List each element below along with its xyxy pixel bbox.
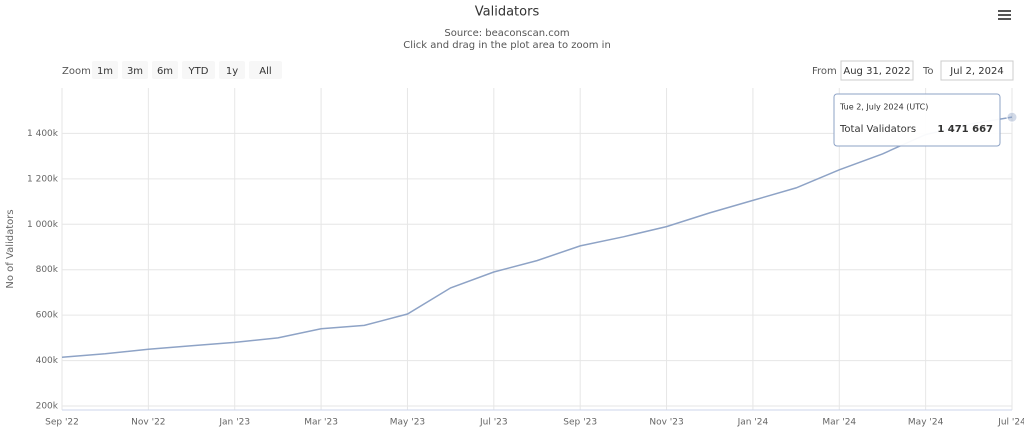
x-tick-label: Jan '23 — [218, 418, 250, 428]
zoom-button-label: 3m — [127, 66, 143, 77]
zoom-button-label: 1m — [97, 66, 113, 77]
zoom-button-label: 1y — [226, 66, 238, 77]
x-tick-label: Mar '23 — [304, 418, 338, 428]
from-label: From — [812, 66, 837, 77]
y-tick-label: 1 400k — [27, 129, 59, 139]
y-tick-label: 200k — [36, 402, 59, 412]
y-tick-label: 1 200k — [27, 174, 59, 184]
y-tick-label: 600k — [36, 311, 59, 321]
x-tick-label: Sep '22 — [45, 418, 79, 428]
zoom-button[interactable] — [182, 61, 215, 79]
zoom-button-label: YTD — [188, 66, 209, 77]
y-tick-label: 400k — [36, 356, 59, 366]
x-tick-label: Nov '22 — [131, 418, 165, 428]
tooltip-value: 1 471 667 — [937, 124, 993, 135]
tooltip-series: Total Validators — [839, 124, 916, 135]
zoom-button[interactable] — [122, 61, 148, 79]
x-tick-label: May '24 — [908, 418, 944, 428]
tooltip-box — [833, 93, 1001, 147]
zoom-button-label: All — [259, 66, 271, 77]
menu-button[interactable] — [998, 10, 1011, 20]
zoom-button[interactable] — [219, 61, 245, 79]
from-value: Aug 31, 2022 — [843, 66, 910, 77]
x-tick-label: Jul '23 — [479, 418, 508, 428]
hover-marker — [1006, 111, 1018, 123]
tooltip: Tue 2, July 2024 (UTC) Total Validators 1 … — [833, 93, 1001, 147]
y-tick-label: 800k — [36, 265, 59, 275]
subtitle: Source: beaconscan.com — [444, 28, 569, 39]
from-input[interactable] — [840, 60, 914, 81]
zoom-label: Zoom — [62, 66, 91, 77]
to-label: To — [922, 66, 934, 77]
zoom-button[interactable] — [92, 61, 118, 79]
zoom-button[interactable] — [152, 61, 178, 79]
y-axis-title: No of Validators — [5, 209, 16, 288]
zoom-button[interactable] — [249, 61, 282, 79]
x-tick-label: May '23 — [390, 418, 425, 428]
x-tick-label: Sep '23 — [563, 418, 597, 428]
to-value: Jul 2, 2024 — [949, 66, 1003, 77]
subtitle: Click and drag in the plot area to zoom … — [403, 40, 611, 51]
chart-title: Validators — [475, 5, 540, 20]
x-tick-label: Jan '24 — [737, 418, 769, 428]
zoom-button-label: 6m — [157, 66, 173, 77]
to-input[interactable] — [940, 60, 1014, 81]
x-tick-label: Mar '24 — [822, 418, 856, 428]
x-tick-label: Jul '24 — [997, 418, 1024, 428]
line — [61, 116, 1013, 358]
y-tick-label: 1 000k — [27, 220, 59, 230]
tooltip-date: Tue 2, July 2024 (UTC) — [839, 103, 928, 112]
x-tick-label: Nov '23 — [649, 418, 683, 428]
